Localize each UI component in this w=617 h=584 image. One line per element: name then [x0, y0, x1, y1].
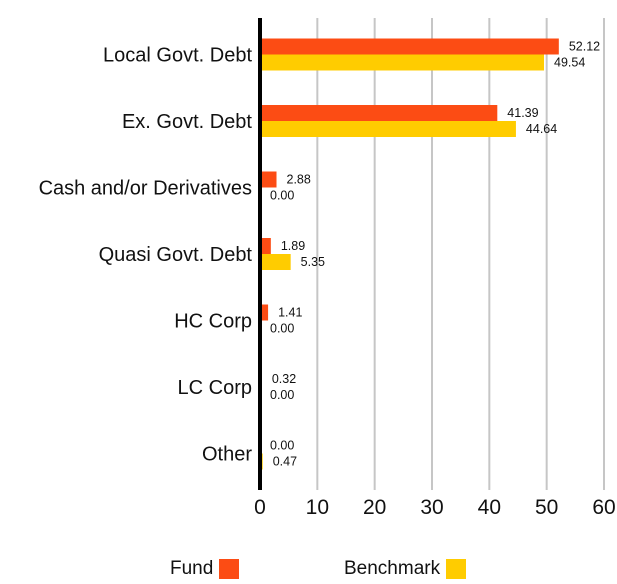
legend-fund-label: Fund — [170, 558, 214, 579]
x-tick-labels: 0 10 20 30 40 50 60 — [254, 496, 616, 519]
category-label: Other — [202, 444, 252, 466]
x-tick-label: 20 — [363, 496, 386, 519]
legend-fund-swatch — [219, 559, 240, 579]
category-label: Cash and/or Derivatives — [39, 178, 252, 200]
benchmark-bar — [260, 54, 545, 71]
category-label: Ex. Govt. Debt — [122, 111, 252, 133]
x-tick-label: 10 — [306, 496, 329, 519]
fund-value-label: 2.88 — [287, 173, 311, 187]
benchmark-value-label: 5.35 — [301, 255, 325, 269]
benchmark-value-label: 0.00 — [270, 322, 294, 336]
legend-benchmark: Benchmark — [344, 558, 467, 580]
fund-bar — [260, 105, 498, 121]
benchmark-value-label: 44.64 — [526, 122, 557, 136]
benchmark-bar — [260, 254, 291, 270]
legend-benchmark-label: Benchmark — [344, 558, 441, 579]
category-label: Local Govt. Debt — [103, 45, 252, 67]
category-label: Quasi Govt. Debt — [99, 244, 253, 266]
category-labels: Local Govt. Debt Ex. Govt. Debt Cash and/o… — [39, 45, 253, 466]
benchmark-value-label: 0.00 — [270, 388, 294, 402]
value-labels: 52.12 49.54 41.39 44.64 2.88 0.00 1.89 5.35 1.41… — [270, 40, 600, 469]
legend-fund: Fund — [170, 558, 240, 580]
x-tick-label: 60 — [592, 496, 615, 519]
benchmark-value-label: 49.54 — [554, 56, 585, 70]
x-tick-label: 50 — [535, 496, 558, 519]
fund-bar — [260, 38, 559, 55]
fund-value-label: 52.12 — [569, 40, 600, 54]
legend-benchmark-swatch — [446, 559, 467, 579]
x-tick-label: 40 — [478, 496, 501, 519]
x-tick-label: 0 — [254, 496, 266, 519]
category-label: LC Corp — [178, 377, 252, 399]
grid-lines — [316, 18, 605, 490]
fund-bar — [260, 304, 269, 321]
fund-value-label: 41.39 — [507, 106, 538, 120]
x-tick-label: 30 — [420, 496, 443, 519]
bars — [260, 38, 559, 470]
fund-value-label: 1.89 — [281, 239, 305, 253]
benchmark-value-label: 0.00 — [270, 189, 294, 203]
fund-bar — [260, 171, 277, 188]
fund-value-label: 1.41 — [278, 306, 302, 320]
fund-value-label: 0.32 — [272, 372, 296, 386]
fund-value-label: 0.00 — [270, 439, 294, 453]
benchmark-bar — [260, 121, 516, 137]
fund-bar — [260, 238, 271, 254]
benchmark-value-label: 0.47 — [273, 455, 297, 469]
category-label: HC Corp — [174, 311, 252, 333]
